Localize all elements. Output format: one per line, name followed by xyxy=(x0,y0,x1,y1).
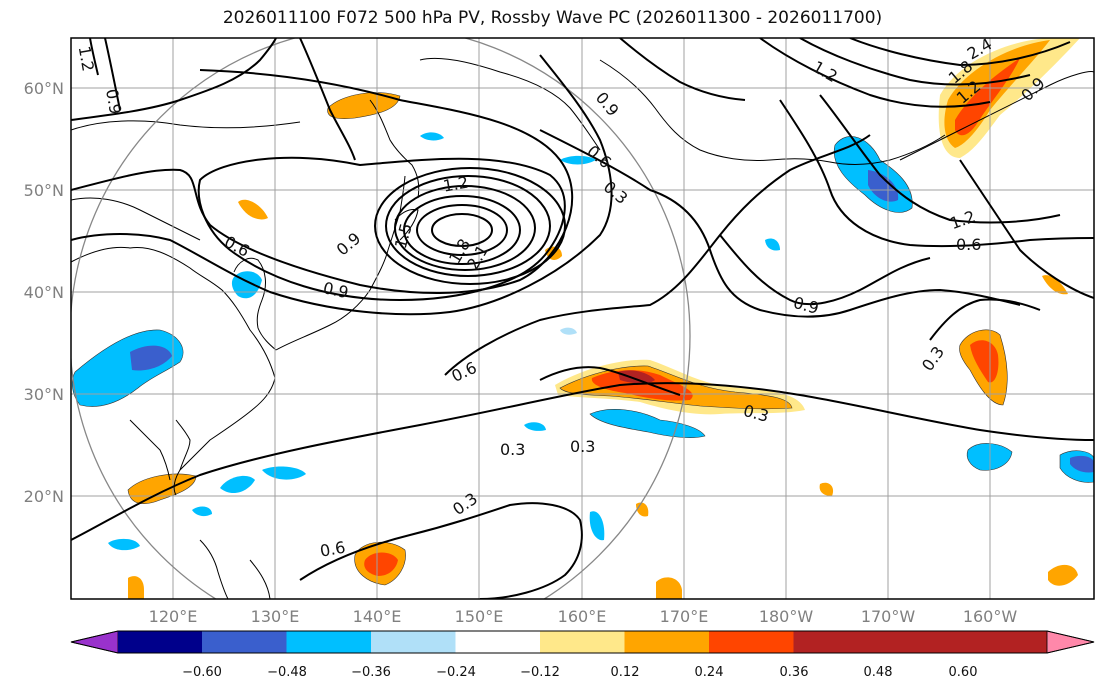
colorbar-segment xyxy=(455,631,540,653)
lon-label: 150°E xyxy=(455,607,504,626)
contour-label: 1.2 xyxy=(442,173,470,196)
map-frame xyxy=(70,37,1095,600)
contour-label: 0.9 xyxy=(102,87,125,115)
lon-label: 170°E xyxy=(660,607,709,626)
contour-label: 0.6 xyxy=(956,235,981,254)
coastlines xyxy=(71,57,1094,599)
rossby-wave-shading xyxy=(71,38,1094,599)
colorbar xyxy=(70,630,1095,654)
colorbar-tick-label: −0.12 xyxy=(520,665,560,680)
contour-label: 0.6 xyxy=(319,538,347,561)
colorbar-tick-label: −0.36 xyxy=(351,665,391,680)
colorbar-tick-label: 0.12 xyxy=(611,665,640,680)
colorbar-tick-labels: −0.60 −0.48 −0.36 −0.24 −0.12 0.12 0.24 … xyxy=(182,665,977,680)
pv-contours xyxy=(71,38,1094,599)
colorbar-extend-max xyxy=(1046,630,1095,654)
lon-label: 160°E xyxy=(558,607,607,626)
colorbar-tick-label: 0.60 xyxy=(949,665,978,680)
contour-label: 0.9 xyxy=(321,278,350,302)
lat-label: 50°N xyxy=(24,181,64,200)
graticule xyxy=(71,38,1094,599)
lon-label: 170°W xyxy=(861,607,916,626)
map-panel: 1.2 0.9 0.9 0.6 0.6 0.3 1.2 0.9 1.5 1.8 … xyxy=(71,38,1094,599)
colorbar-outline xyxy=(70,630,1095,654)
colorbar-segment xyxy=(286,631,371,653)
colorbar-extend-min xyxy=(70,630,119,654)
lon-label: 140°E xyxy=(353,607,402,626)
colorbar-tick-label: 0.48 xyxy=(864,665,893,680)
colorbar-segment xyxy=(118,631,202,653)
colorbar-segment xyxy=(709,631,794,653)
lat-label: 40°N xyxy=(24,283,64,302)
lat-label: 60°N xyxy=(24,79,64,98)
contour-label: 1.2 xyxy=(75,45,98,73)
lon-label: 160°W xyxy=(963,607,1018,626)
contour-label: 0.3 xyxy=(500,440,525,459)
lon-label: 130°E xyxy=(251,607,300,626)
lat-label: 20°N xyxy=(24,487,64,506)
colorbar-segment xyxy=(624,631,709,653)
colorbar-tick-label: 0.24 xyxy=(695,665,724,680)
lat-label: 30°N xyxy=(24,385,64,404)
colorbar-segment xyxy=(371,631,456,653)
reference-circle xyxy=(71,38,691,599)
colorbar-segment xyxy=(540,631,625,653)
colorbar-tick-label: −0.24 xyxy=(436,665,476,680)
lon-label: 180°W xyxy=(759,607,814,626)
colorbar-segment xyxy=(793,631,1047,653)
latitude-labels: 60°N 50°N 40°N 30°N 20°N xyxy=(24,79,64,506)
colorbar-tick-label: −0.60 xyxy=(182,665,222,680)
colorbar-tick-label: −0.48 xyxy=(267,665,307,680)
longitude-labels: 120°E 130°E 140°E 150°E 160°E 170°E 180°… xyxy=(149,607,1018,626)
colorbar-tick-label: 0.36 xyxy=(780,665,809,680)
colorbar-segment xyxy=(202,631,287,653)
figure-title: 2026011100 F072 500 hPa PV, Rossby Wave … xyxy=(222,8,883,28)
lon-label: 120°E xyxy=(149,607,198,626)
contour-label: 0.3 xyxy=(570,437,595,456)
